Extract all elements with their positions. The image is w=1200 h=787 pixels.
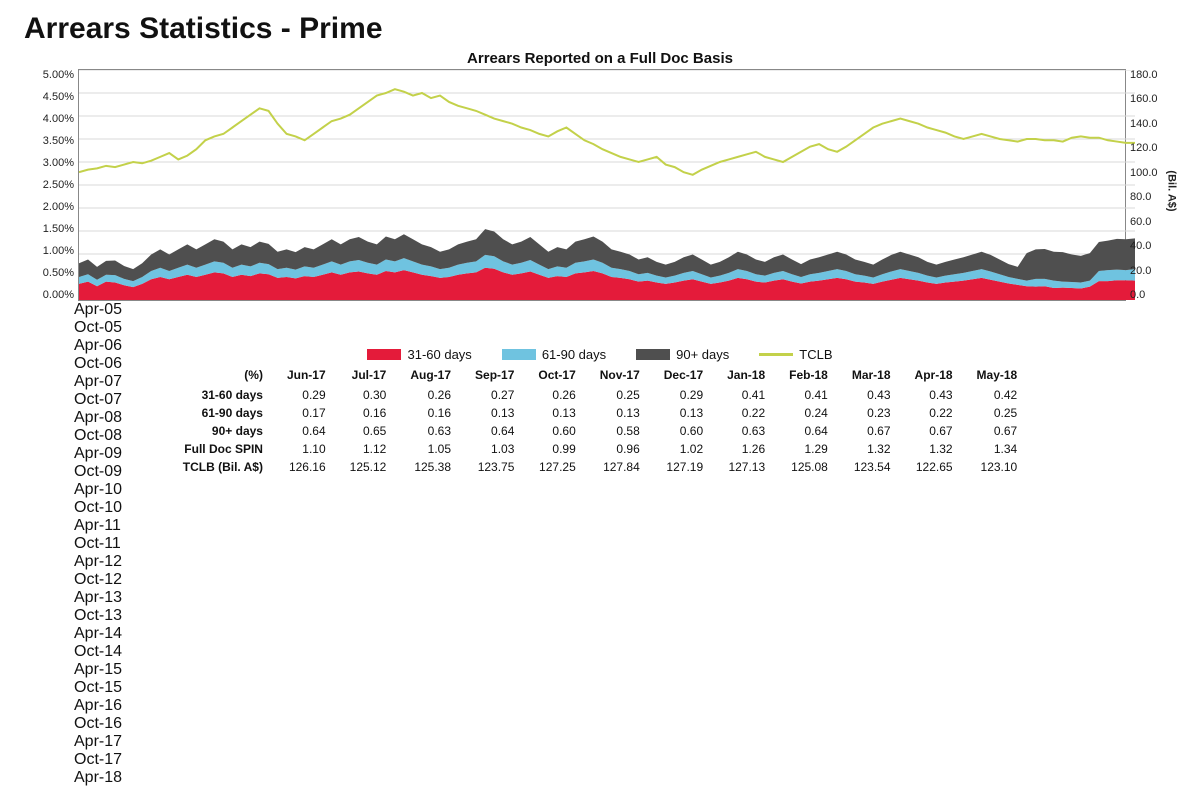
y-left-tick: 5.00%	[24, 69, 74, 81]
x-tick: Oct-09	[74, 463, 1130, 481]
y-left-tick: 0.00%	[24, 289, 74, 301]
x-tick: Apr-12	[74, 553, 1130, 571]
x-tick: Oct-05	[74, 319, 1130, 337]
x-tick: Oct-08	[74, 427, 1130, 445]
y-right-tick: 60.0	[1130, 216, 1176, 228]
x-tick: Oct-06	[74, 355, 1130, 373]
x-tick: Oct-13	[74, 607, 1130, 625]
x-tick: Oct-15	[74, 679, 1130, 697]
y-left-tick: 4.50%	[24, 91, 74, 103]
chart-area: 5.00% 4.50% 4.00% 3.50% 3.00% 2.50% 2.00% 1.50%…	[24, 69, 1176, 301]
x-tick: Apr-17	[74, 733, 1130, 751]
y-left-tick: 1.00%	[24, 245, 74, 257]
x-tick: Apr-11	[74, 517, 1130, 535]
x-tick: Apr-13	[74, 589, 1130, 607]
x-tick: Apr-06	[74, 337, 1130, 355]
x-tick: Apr-09	[74, 445, 1130, 463]
x-axis: Apr-05Oct-05Apr-06Oct-06Apr-07Oct-07Apr-…	[74, 301, 1130, 345]
x-tick: Apr-14	[74, 625, 1130, 643]
x-tick: Apr-10	[74, 481, 1130, 499]
y-left-tick: 2.50%	[24, 179, 74, 191]
y-left-tick: 1.50%	[24, 223, 74, 235]
y-right-tick: 140.0	[1130, 118, 1176, 130]
x-tick: Apr-08	[74, 409, 1130, 427]
x-tick: Apr-15	[74, 661, 1130, 679]
y-left-tick: 0.50%	[24, 267, 74, 279]
y-left-tick: 3.00%	[24, 157, 74, 169]
y-right-tick: 160.0	[1130, 93, 1176, 105]
y-left-tick: 3.50%	[24, 135, 74, 147]
y-axis-left: 5.00% 4.50% 4.00% 3.50% 3.00% 2.50% 2.00% 1.50%…	[24, 69, 78, 301]
y-right-tick: 180.0	[1130, 69, 1176, 81]
x-tick: Oct-10	[74, 499, 1130, 517]
x-tick: Oct-14	[74, 643, 1130, 661]
x-tick: Oct-12	[74, 571, 1130, 589]
y-right-tick: 20.0	[1130, 265, 1176, 277]
y-right-tick: 120.0	[1130, 142, 1176, 154]
y-right-tick: 40.0	[1130, 240, 1176, 252]
x-tick: Oct-16	[74, 715, 1130, 733]
page-title: Arrears Statistics - Prime	[24, 12, 1176, 46]
chart-plot	[78, 69, 1126, 301]
x-tick: Apr-18	[74, 769, 1130, 787]
y-axis-right: (Bil. A$) 180.0160.0140.0120.0100.080.06…	[1126, 69, 1176, 301]
y-left-tick: 4.00%	[24, 113, 74, 125]
x-tick: Oct-17	[74, 751, 1130, 769]
x-tick: Oct-11	[74, 535, 1130, 553]
x-tick: Apr-16	[74, 697, 1130, 715]
y-left-tick: 2.00%	[24, 201, 74, 213]
x-tick: Apr-05	[74, 301, 1130, 319]
x-tick: Apr-07	[74, 373, 1130, 391]
y-right-tick: 0.0	[1130, 289, 1176, 301]
y-axis-right-label: (Bil. A$)	[1165, 170, 1177, 211]
chart-svg	[79, 70, 1135, 300]
chart-subtitle: Arrears Reported on a Full Doc Basis	[24, 50, 1176, 67]
x-tick: Oct-07	[74, 391, 1130, 409]
